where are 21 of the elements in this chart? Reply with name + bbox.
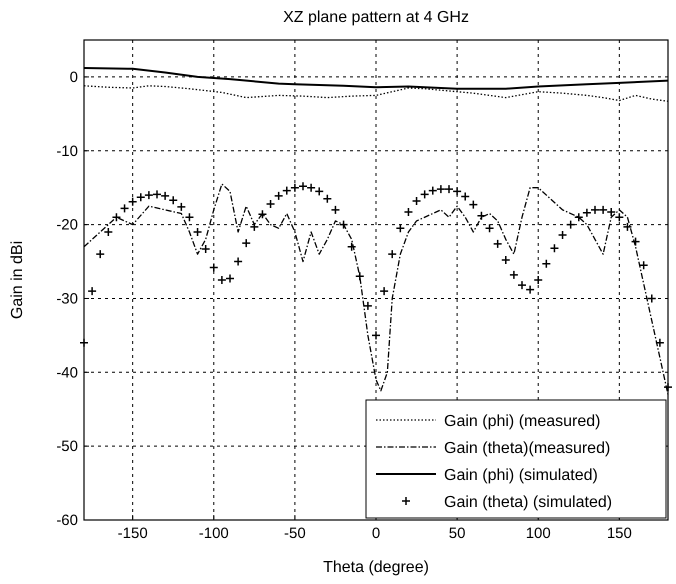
legend-label: Gain (phi) (simulated) [444,467,598,484]
y-tick-label: -20 [56,216,78,234]
y-tick-label: -30 [56,290,78,308]
x-tick-label: -50 [284,525,306,542]
y-tick-label: -40 [56,364,78,382]
x-tick-label: -150 [118,525,148,542]
y-axis-title: Gain in dBi [9,240,26,320]
x-tick-label: -100 [198,525,229,542]
x-tick-label: 0 [372,525,380,542]
x-tick-label: 150 [606,525,632,542]
chart-title: XZ plane pattern at 4 GHz [283,9,469,26]
x-axis-title: Theta (degree) [323,559,429,576]
y-tick-label: 0 [70,68,78,86]
legend-label: Gain (theta)(measured) [444,440,610,457]
y-tick-label: -50 [56,438,78,456]
legend-label: Gain (theta) (simulated) [444,494,612,511]
x-tick-label: 50 [448,525,466,542]
legend-label: Gain (phi) (measured) [444,413,600,430]
x-tick-label: 100 [526,525,551,542]
y-tick-label: -10 [56,142,78,160]
y-tick-label: -60 [56,512,78,529]
